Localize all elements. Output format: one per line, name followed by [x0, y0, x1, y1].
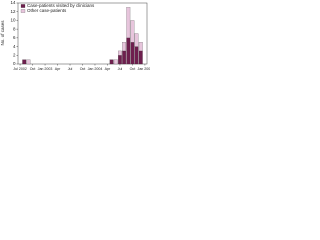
legend-label: Case-patients visited by clinicians	[27, 3, 95, 8]
y-tick-label: 12	[10, 9, 16, 14]
x-tick-label: Oct	[80, 67, 86, 71]
legend-swatch	[20, 4, 26, 8]
bar-segment	[22, 59, 27, 65]
legend-swatch	[20, 9, 26, 13]
bar-segment	[109, 59, 114, 65]
bar-segment	[138, 42, 143, 52]
y-tick-label: 4	[13, 44, 16, 49]
x-tick-label: Apr	[55, 67, 61, 71]
bar-segment	[130, 42, 135, 65]
x-tick-label: Oct	[130, 67, 136, 71]
bar-segment	[113, 59, 118, 65]
y-tick-label: 14	[10, 0, 16, 5]
bar-segment	[126, 7, 131, 38]
bar-segment	[118, 50, 122, 56]
x-tick-label: Jan 2005	[138, 67, 150, 71]
y-tick-label: 10	[10, 18, 16, 23]
x-tick-label: Oct	[30, 67, 36, 71]
bar-segment	[126, 37, 131, 65]
y-tick-label: 8	[13, 26, 16, 31]
bar-segment	[118, 55, 122, 65]
bar-segment	[134, 33, 139, 47]
bar-segment	[130, 20, 135, 43]
bar-segment	[122, 50, 126, 65]
y-axis-label: No. of cases	[0, 20, 5, 46]
y-tick-label: 0	[13, 61, 16, 66]
x-tick-label: Jan 2003	[38, 67, 53, 71]
x-tick-label: Jul	[118, 67, 123, 71]
x-tick-label: Jul 2002	[13, 67, 27, 71]
x-tick-label: Jul	[68, 67, 73, 71]
x-tick-label: Jan 2004	[88, 67, 103, 71]
bar-segment	[138, 50, 143, 65]
bar-segment	[134, 46, 139, 65]
legend-label: Other case-patients	[27, 8, 67, 13]
bar-segment	[122, 42, 126, 52]
x-tick-label: Apr	[105, 67, 111, 71]
bar-segment	[26, 59, 31, 65]
y-tick-label: 6	[13, 35, 16, 40]
y-tick-label: 2	[13, 52, 16, 57]
